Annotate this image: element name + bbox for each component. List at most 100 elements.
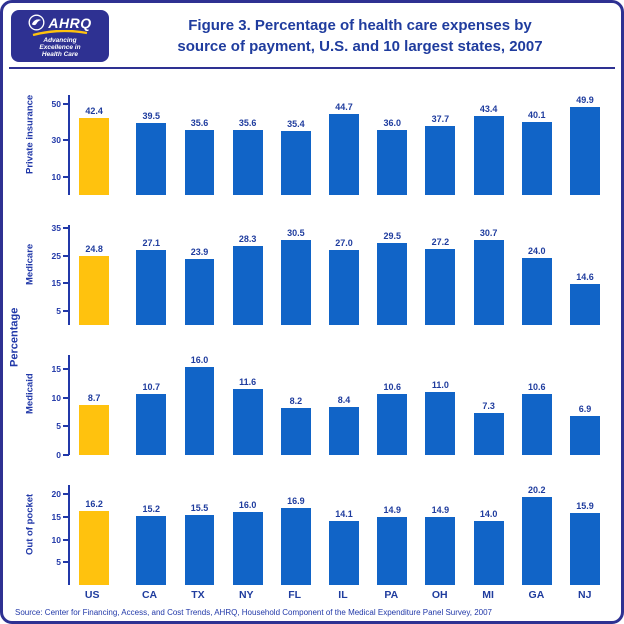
bar-value-label: 27.2 <box>431 237 450 248</box>
bar <box>377 517 408 585</box>
bar-value-label: 43.4 <box>479 104 498 115</box>
chart-panel: Out of pocket 5 10 15 20 16.2 15.2 15.5 16.0 16.9… <box>22 463 613 585</box>
axis-tick-label: 10 <box>51 171 61 182</box>
bar-value-label: 8.2 <box>289 396 303 407</box>
bar-cell: 14.9 <box>416 485 464 585</box>
bar-cell: 24.0 <box>513 225 561 325</box>
header: AHRQ Advancing Excellence in Health Care… <box>3 3 621 67</box>
logo-tagline-line: Excellence in <box>39 44 81 51</box>
bar-cell: 30.7 <box>465 225 513 325</box>
bar-value-label: 24.0 <box>528 246 546 257</box>
figure-title: Figure 3. Percentage of health care expe… <box>109 15 611 57</box>
bar <box>473 116 504 195</box>
bars-area: 10 30 50 42.4 39.5 35.6 35.6 35.4 44.7 36.0 37.7 43… <box>52 95 609 195</box>
bar <box>329 520 359 585</box>
axis-tick-label: 50 <box>51 99 61 110</box>
x-axis-label: NJ <box>578 589 592 601</box>
axis-tick-label: 20 <box>51 489 61 500</box>
bar-value-label: 14.1 <box>335 508 353 519</box>
bar-value-label: 30.5 <box>287 228 305 239</box>
bar-value-label: 16.0 <box>190 355 209 365</box>
x-axis-label: OH <box>431 589 448 601</box>
bar-cell: 49.9 <box>561 95 609 195</box>
bar-value-label: 14.9 <box>431 505 450 516</box>
bar <box>570 107 600 195</box>
bar <box>425 126 456 195</box>
bar-cell: 24.8 <box>70 225 118 325</box>
bar-value-label: 29.5 <box>383 231 401 242</box>
bar-value-label: 49.9 <box>576 95 594 105</box>
bar <box>184 514 215 585</box>
axis-tick <box>63 226 69 229</box>
bar <box>521 122 552 195</box>
bar-cell: 10.6 <box>513 355 561 455</box>
bar <box>377 394 408 455</box>
bar-cell: 14.1 <box>320 485 368 585</box>
x-axis-label: US <box>84 589 100 601</box>
bar-value-label: 23.9 <box>190 246 209 257</box>
bar-value-label: 8.7 <box>87 393 101 404</box>
axis-tick <box>63 175 69 178</box>
bar-value-label: 8.4 <box>337 395 351 405</box>
chart-area: Percentage Private insurance 10 30 50 42.4 39… <box>3 69 621 601</box>
panel-plot: 0 5 10 15 8.7 10.7 16.0 11.6 8.2 8.4 10.6 11.0 7.3 10… <box>38 333 613 460</box>
bar-cell: 27.2 <box>416 225 464 325</box>
bar <box>184 130 215 195</box>
axis-tick-label: 10 <box>51 534 61 545</box>
bar <box>329 250 359 325</box>
bar-cell: 15.2 <box>127 485 175 585</box>
bar-value-label: 39.5 <box>142 111 161 122</box>
logo-tagline: Advancing Excellence in Health Care <box>39 37 80 58</box>
bar-us-highlight <box>79 511 110 585</box>
logo-tagline-line: Health Care <box>41 51 79 58</box>
bar-cell: 37.7 <box>416 95 464 195</box>
panels-column: Private insurance 10 30 50 42.4 39.5 35.6 35.6 3… <box>22 73 613 601</box>
chart-panels: Private insurance 10 30 50 42.4 39.5 35.6 35.6 3… <box>22 73 613 585</box>
axis-tick <box>63 254 69 257</box>
bar-cell: 14.0 <box>465 485 513 585</box>
panel-plot: 5 10 15 20 16.2 15.2 15.5 16.0 16.9 14.1 14.9 14.9 1… <box>38 463 613 585</box>
x-axis-label: FL <box>288 589 302 601</box>
bar-value-label: 7.3 <box>482 401 495 412</box>
y-axis-title: Percentage <box>8 307 21 367</box>
axis-tick-label: 0 <box>56 450 61 460</box>
bar-cell: 10.7 <box>127 355 175 455</box>
bar <box>232 130 263 195</box>
x-axis-labels: US CA TX NY FL IL PA OH MI GA NJ <box>22 589 613 601</box>
bar-cell: 27.0 <box>320 225 368 325</box>
panel-y-axis-label: Private insurance <box>24 94 36 174</box>
axis-tick <box>63 454 69 456</box>
bar <box>232 512 263 585</box>
bar-cell: 35.4 <box>272 95 320 195</box>
axis-tick-label: 15 <box>51 364 61 375</box>
header-divider <box>9 67 615 69</box>
bar-cell: 14.9 <box>368 485 416 585</box>
x-axis-label: MI <box>482 589 494 601</box>
bar-cell: 10.6 <box>368 355 416 455</box>
bar-us-highlight <box>79 405 110 455</box>
bar-us-highlight <box>79 256 110 325</box>
bar-value-label: 14.9 <box>383 505 401 516</box>
bar <box>521 394 552 455</box>
bar-cell: 16.2 <box>70 485 118 585</box>
bar <box>136 393 167 455</box>
bar-cell: 16.0 <box>224 485 272 585</box>
ahrq-logo: AHRQ Advancing Excellence in Health Care <box>11 10 109 62</box>
axis-tick <box>63 139 69 142</box>
bar-value-label: 30.7 <box>479 227 498 238</box>
bar <box>184 367 215 455</box>
axis-tick <box>63 310 69 313</box>
bar <box>329 113 359 195</box>
bar-cell: 39.5 <box>127 95 175 195</box>
bar <box>136 123 167 195</box>
bar-value-label: 15.9 <box>576 500 594 511</box>
axis-tick-label: 5 <box>56 557 61 568</box>
axis-tick <box>63 282 69 285</box>
bar <box>136 515 167 585</box>
bar-cell: 11.0 <box>416 355 464 455</box>
bar-value-label: 27.0 <box>335 238 353 248</box>
bar-value-label: 11.0 <box>431 380 449 391</box>
bar-cell: 43.4 <box>465 95 513 195</box>
axis-tick-label: 15 <box>51 511 61 522</box>
